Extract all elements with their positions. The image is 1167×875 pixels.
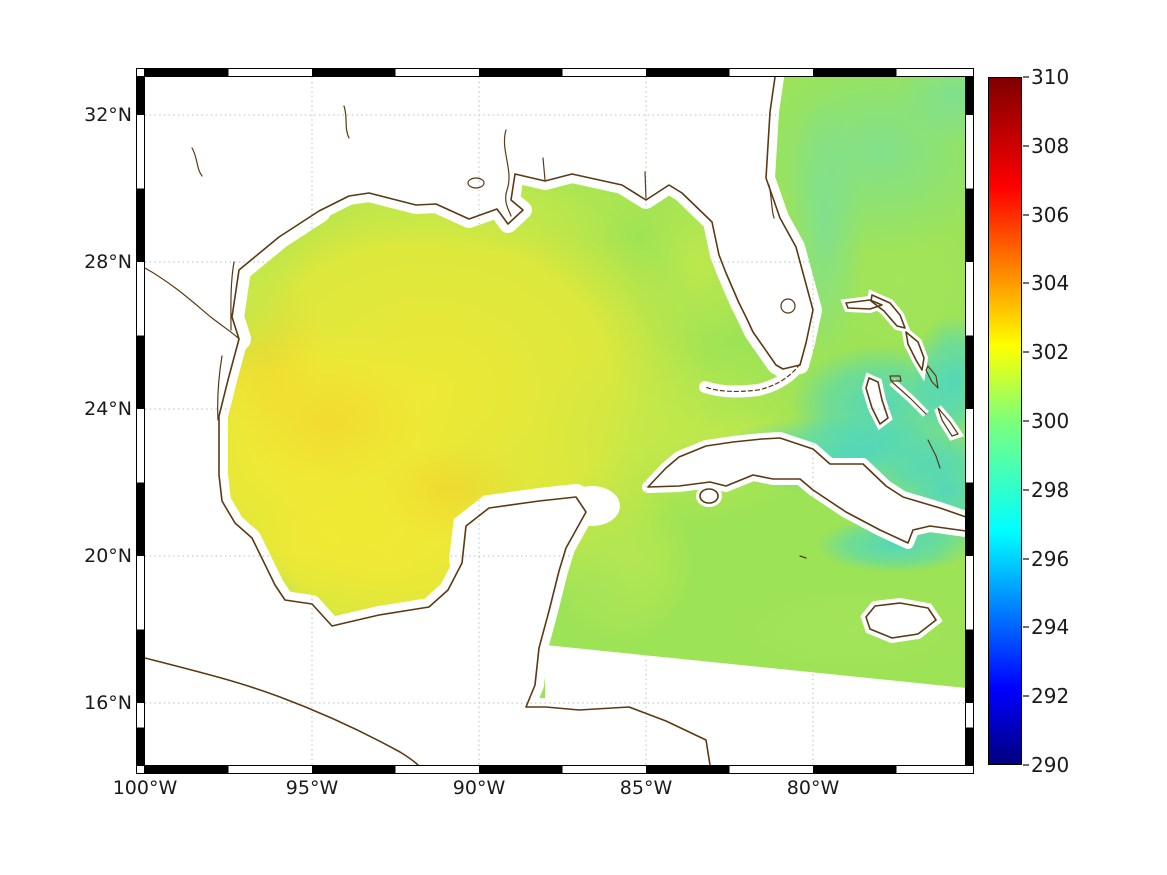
frame-top bbox=[136, 68, 974, 77]
lat-tick-28n: 28°N bbox=[84, 251, 132, 273]
continental-coastline bbox=[218, 76, 814, 766]
lat-tick-16n: 16°N bbox=[84, 692, 132, 714]
lon-tick-95w: 95°W bbox=[285, 777, 339, 799]
lat-tick-20n: 20°N bbox=[84, 545, 132, 567]
jamaica-coastline bbox=[865, 602, 937, 639]
sst-field bbox=[130, 45, 1015, 765]
lon-tick-80w: 80°W bbox=[786, 777, 840, 799]
frame-left bbox=[136, 77, 145, 765]
cb-label-308: 308 bbox=[1031, 134, 1070, 158]
cb-label-294: 294 bbox=[1031, 615, 1070, 639]
bahamas-islands bbox=[845, 294, 959, 469]
cayman-islands bbox=[799, 555, 807, 559]
cb-label-300: 300 bbox=[1031, 409, 1070, 433]
cb-label-306: 306 bbox=[1031, 203, 1070, 227]
lat-tick-24n: 24°N bbox=[84, 398, 132, 420]
frame-right bbox=[965, 77, 974, 765]
cb-label-310: 310 bbox=[1031, 65, 1070, 89]
cb-label-296: 296 bbox=[1031, 547, 1070, 571]
lon-tick-100w: 100°W bbox=[112, 777, 178, 799]
frame-bottom bbox=[136, 765, 974, 774]
cb-label-290: 290 bbox=[1031, 753, 1070, 777]
isla-juventud-outline bbox=[699, 488, 719, 504]
florida-keys bbox=[704, 363, 801, 393]
cb-label-304: 304 bbox=[1031, 271, 1070, 295]
lake-okeechobee bbox=[780, 298, 796, 314]
cb-label-302: 302 bbox=[1031, 340, 1070, 364]
lat-tick-32n: 32°N bbox=[84, 104, 132, 126]
colorbar-gradient bbox=[988, 77, 1022, 765]
lake-pontchartrain bbox=[467, 177, 485, 189]
lon-tick-90w: 90°W bbox=[452, 777, 506, 799]
rivers-and-lagoons bbox=[144, 105, 775, 421]
lon-tick-85w: 85°W bbox=[619, 777, 673, 799]
cb-label-298: 298 bbox=[1031, 478, 1070, 502]
pacific-coastline bbox=[144, 657, 419, 766]
coastlines bbox=[144, 76, 967, 766]
cuba-coastline bbox=[647, 437, 967, 544]
colorbar-ticks bbox=[1023, 76, 1029, 766]
cb-label-292: 292 bbox=[1031, 684, 1070, 708]
